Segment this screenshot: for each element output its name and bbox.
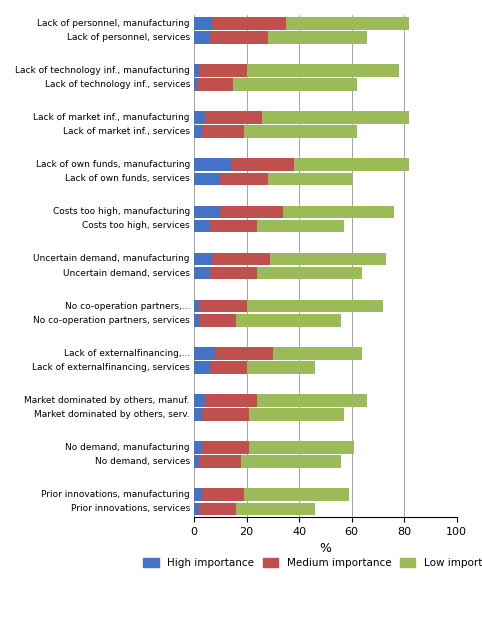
Bar [268, 31, 367, 44]
Bar [194, 489, 202, 501]
Bar [194, 253, 213, 265]
Bar [210, 267, 257, 280]
Bar [194, 314, 199, 327]
Bar [194, 173, 220, 185]
Bar [286, 17, 409, 29]
Bar [194, 78, 197, 91]
Bar [199, 503, 236, 515]
Bar [270, 253, 386, 265]
Bar [194, 31, 210, 44]
Bar [197, 78, 233, 91]
Bar [220, 173, 268, 185]
Bar [194, 64, 199, 76]
Bar [202, 489, 244, 501]
Bar [199, 455, 241, 468]
Bar [194, 408, 202, 421]
Bar [294, 159, 409, 171]
Bar [194, 394, 204, 406]
Bar [194, 206, 220, 218]
Bar [194, 125, 202, 138]
Bar [204, 394, 257, 406]
Bar [273, 347, 362, 359]
Legend: High importance, Medium importance, Low importance: High importance, Medium importance, Low … [139, 554, 482, 572]
Bar [246, 64, 399, 76]
Bar [199, 64, 246, 76]
Bar [194, 111, 204, 124]
Bar [194, 361, 210, 374]
Bar [233, 78, 357, 91]
Bar [231, 159, 294, 171]
Bar [246, 361, 315, 374]
Bar [215, 347, 273, 359]
Bar [199, 300, 246, 312]
Bar [199, 314, 236, 327]
Bar [244, 125, 357, 138]
Bar [236, 314, 341, 327]
Bar [210, 361, 246, 374]
Bar [210, 31, 268, 44]
Bar [194, 267, 210, 280]
Bar [236, 503, 315, 515]
Bar [213, 253, 270, 265]
Bar [241, 455, 341, 468]
Bar [194, 347, 215, 359]
Bar [202, 125, 244, 138]
Bar [194, 455, 199, 468]
Bar [194, 300, 199, 312]
Bar [202, 408, 249, 421]
Bar [257, 394, 367, 406]
Bar [194, 503, 199, 515]
Bar [194, 441, 202, 454]
Bar [204, 111, 262, 124]
X-axis label: %: % [319, 542, 331, 555]
Bar [257, 220, 344, 233]
Bar [210, 220, 257, 233]
Bar [249, 441, 354, 454]
Bar [194, 220, 210, 233]
Bar [194, 159, 231, 171]
Bar [257, 267, 362, 280]
Bar [283, 206, 393, 218]
Bar [262, 111, 409, 124]
Bar [244, 489, 349, 501]
Bar [249, 408, 344, 421]
Bar [246, 300, 383, 312]
Bar [194, 17, 213, 29]
Bar [220, 206, 283, 218]
Bar [213, 17, 286, 29]
Bar [268, 173, 351, 185]
Bar [202, 441, 249, 454]
